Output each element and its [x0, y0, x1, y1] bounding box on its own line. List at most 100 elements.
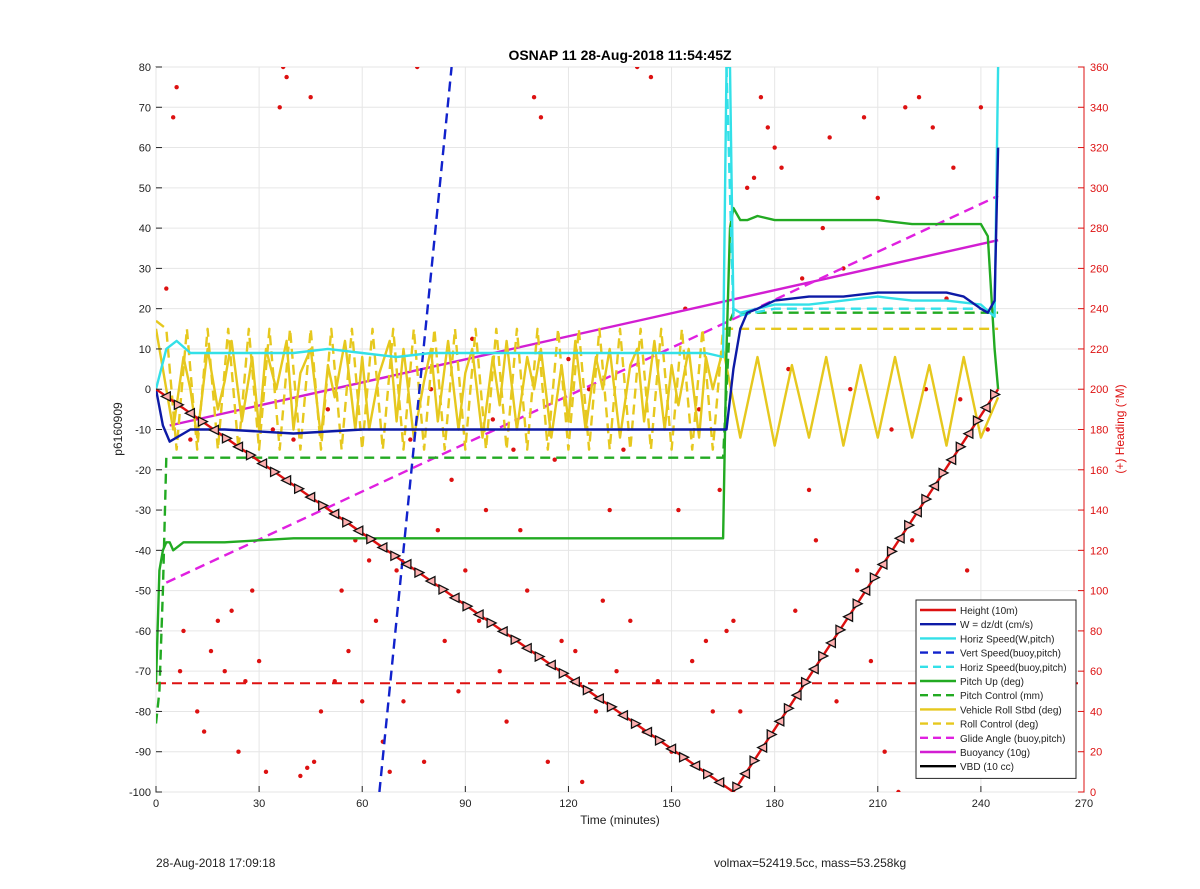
y2-tick-label: 60: [1090, 666, 1102, 678]
heading-point: [470, 336, 475, 342]
height-marker: [438, 583, 450, 595]
height-marker: [921, 493, 933, 505]
heading-point: [243, 679, 248, 684]
heading-point: [834, 699, 839, 704]
height-marker: [616, 709, 629, 721]
height-marker: [678, 751, 691, 763]
legend-label: Vert Speed(buoy,pitch): [960, 649, 1061, 660]
x-axis-label: Time (minutes): [580, 813, 660, 827]
legend-label: Vehicle Roll Stbd (deg): [960, 705, 1062, 716]
y2-tick-label: 40: [1090, 706, 1102, 718]
y-tick-label: 60: [139, 143, 151, 155]
heading-point: [201, 729, 207, 734]
heading-point: [703, 638, 709, 644]
y2-tick-label: 220: [1090, 344, 1108, 356]
y2-tick-label: 300: [1090, 183, 1108, 195]
heading-point: [607, 507, 612, 513]
legend-label: VBD (10 cc): [960, 762, 1014, 773]
height-marker: [207, 424, 220, 436]
height-marker: [818, 650, 830, 662]
height-marker: [582, 684, 594, 696]
y2-tick-label: 320: [1090, 143, 1108, 155]
series-line-7: [156, 328, 1000, 447]
heading-point: [593, 709, 599, 714]
heading-point: [861, 115, 867, 120]
heading-point: [985, 427, 990, 432]
heading-point: [531, 95, 537, 100]
heading-point: [442, 638, 447, 644]
height-marker: [928, 480, 940, 492]
series-line-10: [169, 239, 999, 427]
height-marker: [606, 701, 618, 713]
heading-point: [360, 699, 365, 704]
height-marker: [221, 432, 233, 444]
legend-label: Pitch Up (deg): [960, 677, 1024, 688]
height-marker: [869, 571, 881, 584]
height-marker: [979, 401, 991, 414]
heading-point: [284, 74, 289, 80]
heading-point: [875, 195, 880, 201]
heading-point: [170, 115, 176, 120]
heading-point: [222, 668, 227, 674]
legend-label: Horiz Speed(W,pitch): [960, 634, 1054, 645]
heading-point: [518, 527, 523, 533]
heading-point: [710, 709, 715, 714]
y2-tick-label: 360: [1090, 62, 1108, 74]
height-marker: [654, 734, 666, 747]
heading-point: [177, 668, 183, 674]
height-marker: [713, 776, 725, 788]
height-marker: [520, 642, 532, 654]
y-tick-label: -20: [135, 465, 151, 477]
heading-point: [229, 608, 234, 613]
series-line-9: [165, 194, 999, 584]
heading-point: [868, 658, 874, 664]
heading-point: [476, 618, 482, 624]
heading-point: [490, 417, 496, 422]
series-line-8: [156, 319, 999, 451]
y-tick-label: -90: [135, 747, 151, 759]
y2-axis-label: (+) Heading (°M): [1113, 384, 1127, 473]
heading-point: [373, 618, 379, 624]
heading-point: [195, 709, 200, 714]
heading-point: [813, 538, 819, 543]
height-marker: [702, 768, 715, 780]
legend-label: Horiz Speed(buoy,pitch): [960, 663, 1067, 674]
heading-point: [305, 765, 310, 771]
heading-point: [744, 185, 750, 191]
height-marker: [893, 532, 905, 544]
height-marker: [773, 715, 785, 727]
heading-point: [308, 95, 313, 100]
height-marker: [824, 637, 837, 649]
height-marker: [472, 609, 484, 621]
height-marker: [328, 508, 340, 520]
heading-point: [181, 628, 186, 634]
heading-point: [793, 608, 798, 613]
height-marker: [352, 525, 364, 537]
y2-tick-label: 160: [1090, 465, 1108, 477]
height-marker: [414, 567, 426, 579]
heading-point: [236, 749, 241, 754]
y2-tick-label: 280: [1090, 223, 1108, 235]
y2-tick-label: 260: [1090, 263, 1108, 275]
height-marker: [852, 598, 864, 610]
height-marker: [689, 760, 701, 772]
heading-point: [339, 588, 344, 593]
height-marker: [800, 676, 813, 688]
y2-tick-label: 0: [1090, 787, 1096, 799]
legend: Height (10m) W = dz/dt (cm/s) Horiz Speed(…: [915, 599, 1077, 779]
x-tick-label: 90: [459, 798, 471, 810]
height-marker: [886, 545, 898, 557]
heading-point: [318, 709, 324, 714]
height-marker: [807, 663, 819, 675]
height-marker: [945, 454, 957, 466]
heading-point: [896, 789, 901, 792]
y2-tick-label: 100: [1090, 586, 1108, 598]
heading-point: [634, 67, 640, 70]
y2-tick-label: 240: [1090, 304, 1108, 316]
height-marker: [366, 533, 378, 545]
heading-point: [504, 719, 509, 724]
heading-point: [325, 407, 331, 412]
height-marker: [197, 416, 209, 428]
height-marker: [738, 768, 751, 780]
y-tick-label: -80: [135, 706, 151, 718]
